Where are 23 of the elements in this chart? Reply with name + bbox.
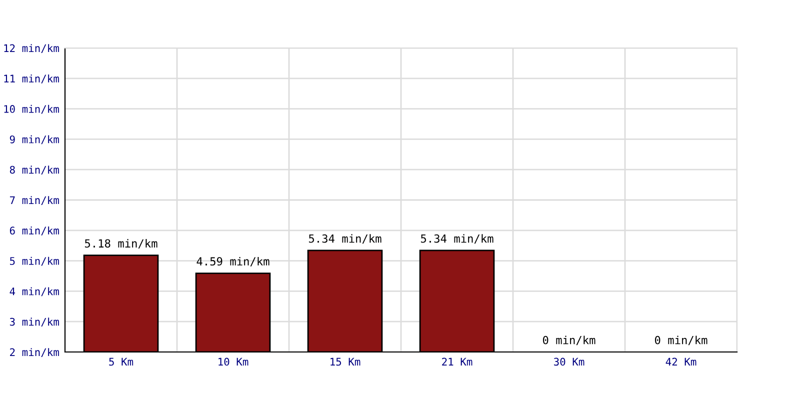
x-tick-label: 5 Km — [109, 358, 134, 366]
text: 0 min/km — [542, 336, 596, 346]
y-tick-label: 5 min/km — [10, 256, 59, 266]
x-tick-label: 15 Km — [330, 358, 360, 366]
y-tick-label: 7 min/km — [10, 196, 59, 205]
y-tick-label: 3 min/km — [10, 318, 59, 327]
y-tick-label: 12 min/km — [4, 44, 59, 53]
y-tick-label: 4 min/km — [10, 287, 59, 296]
x-tick-label: 10 Km — [218, 358, 248, 366]
y-tick-label: 9 min/km — [10, 135, 59, 144]
data-label: 4.59 min/km — [196, 256, 270, 266]
y-tick-label: 11 min/km — [4, 74, 59, 84]
x-tick-label: 30 Km — [554, 358, 584, 366]
x-tick-label: 42 Km — [666, 358, 696, 366]
x-tick-label: 21 Km — [442, 358, 472, 366]
y-tick-label: 8 min/km — [10, 166, 59, 175]
y-tick-label: 2 min/km — [10, 348, 59, 357]
y-tick-label: 10 min/km — [4, 104, 59, 114]
y-tick-label: 6 min/km — [10, 226, 59, 236]
text: 0 min/km — [654, 336, 708, 346]
data-label: 5.18 min/km — [84, 239, 158, 248]
data-label: 5.34 min/km — [420, 234, 494, 244]
data-label: 5.34 min/km — [308, 234, 382, 244]
